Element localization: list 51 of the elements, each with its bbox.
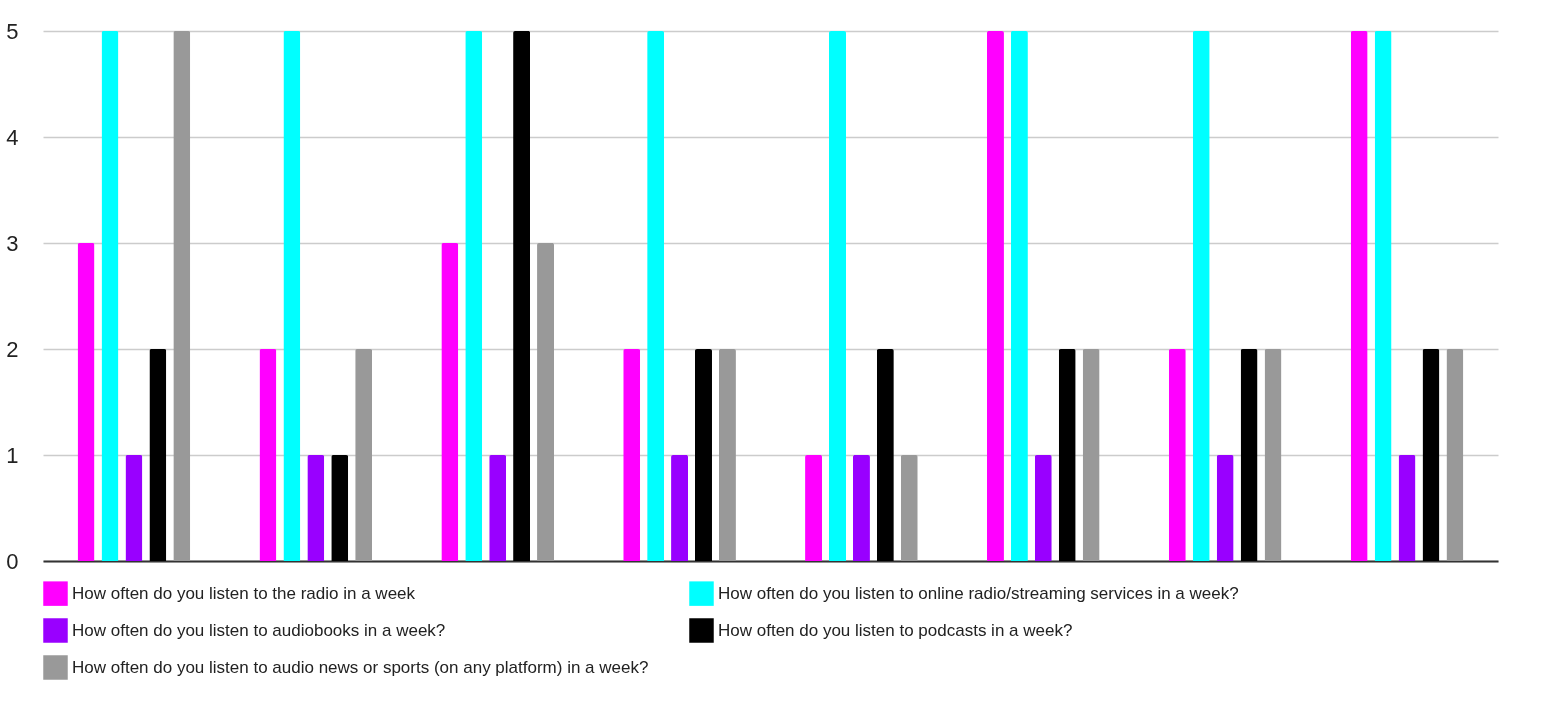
legend-label: How often do you listen to audio news or sports (on any platform) in a week? xyxy=(72,657,649,677)
bar xyxy=(671,455,689,561)
legend-label: How often do you listen to audiobooks in a week? xyxy=(72,620,446,640)
bar xyxy=(647,31,665,561)
y-tick-label: 2 xyxy=(6,336,19,362)
bar xyxy=(537,243,555,561)
bar xyxy=(1446,349,1464,561)
legend-label: How often do you listen to the radio in a week xyxy=(72,583,416,603)
bar xyxy=(1398,455,1416,561)
bar xyxy=(1058,349,1076,561)
bar xyxy=(1216,455,1234,561)
bar xyxy=(805,455,823,561)
bar xyxy=(307,455,325,561)
bar xyxy=(355,349,373,561)
bar xyxy=(259,349,277,561)
y-tick-label: 1 xyxy=(6,442,19,468)
y-tick-label: 5 xyxy=(6,18,19,44)
y-tick-label: 0 xyxy=(6,548,19,574)
bar xyxy=(1034,455,1052,561)
bar xyxy=(441,243,459,561)
bar xyxy=(1010,31,1028,561)
bar xyxy=(986,31,1004,561)
y-tick-label: 3 xyxy=(6,230,19,256)
bar xyxy=(623,349,641,561)
legend-label: How often do you listen to podcasts in a week? xyxy=(718,620,1073,640)
bar xyxy=(1422,349,1440,561)
bar xyxy=(1168,349,1186,561)
bar xyxy=(694,349,712,561)
bar xyxy=(149,349,167,561)
bar xyxy=(283,31,301,561)
bar xyxy=(77,243,95,561)
bar xyxy=(101,31,119,561)
bar xyxy=(718,349,736,561)
bar xyxy=(900,455,918,561)
bar xyxy=(1350,31,1368,561)
bar xyxy=(465,31,483,561)
legend-label: How often do you listen to online radio/streaming services in a week? xyxy=(718,583,1239,603)
bar xyxy=(513,31,531,561)
bar xyxy=(852,455,870,561)
bar xyxy=(829,31,847,561)
bar xyxy=(331,455,349,561)
bar xyxy=(173,31,191,561)
bar xyxy=(1374,31,1392,561)
bar xyxy=(1082,349,1100,561)
bar xyxy=(876,349,894,561)
bar xyxy=(125,455,143,561)
bar xyxy=(489,455,507,561)
bar xyxy=(1240,349,1258,561)
y-tick-label: 4 xyxy=(6,124,19,150)
bar xyxy=(1264,349,1282,561)
bar xyxy=(1192,31,1210,561)
